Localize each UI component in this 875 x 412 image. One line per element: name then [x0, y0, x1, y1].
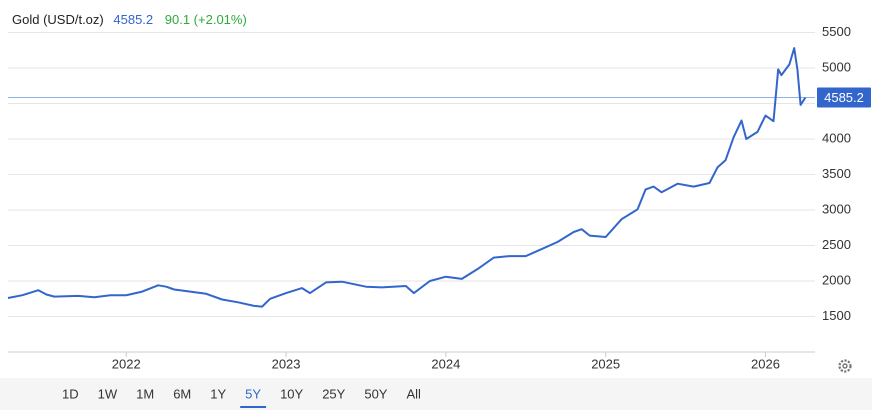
price-line: [7, 47, 807, 308]
y-tick-label: 3000: [822, 201, 851, 216]
y-tick-label: 2000: [822, 272, 851, 287]
range-button[interactable]: 50Y: [364, 386, 387, 401]
y-tick-label: 5000: [822, 59, 851, 74]
range-button[interactable]: 25Y: [322, 386, 345, 401]
settings-icon[interactable]: [838, 359, 852, 373]
price-tag-label: 4585.2: [824, 90, 864, 105]
x-tick-label: 2026: [751, 356, 780, 371]
x-tick-label: 2022: [112, 356, 141, 371]
price-tag: [817, 87, 871, 108]
range-button[interactable]: 6M: [173, 386, 191, 401]
range-button[interactable]: All: [406, 386, 421, 401]
range-button[interactable]: 1M: [136, 386, 154, 401]
y-tick-label: 4000: [822, 130, 851, 145]
x-tick-label: 2024: [431, 356, 460, 371]
toolbar-bg: [0, 378, 872, 410]
x-tick-label: 2023: [272, 356, 301, 371]
y-tick-label: 3500: [822, 166, 851, 181]
x-tick-label: 2025: [591, 356, 620, 371]
range-button[interactable]: 5Y: [245, 386, 261, 401]
header: Gold (USD/t.oz) 4585.2 90.1 (+2.01%): [12, 12, 247, 27]
range-button[interactable]: 1Y: [210, 386, 226, 401]
change: 90.1 (+2.01%): [165, 12, 247, 27]
price: 4585.2: [113, 12, 153, 27]
range-button[interactable]: 10Y: [280, 386, 303, 401]
y-tick-label: 2500: [822, 237, 851, 252]
gear-hole[interactable]: [842, 363, 848, 369]
y-tick-label: 5500: [822, 24, 851, 39]
y-tick-label: 1500: [822, 308, 851, 323]
title: Gold (USD/t.oz): [12, 12, 104, 27]
gear[interactable]: [838, 359, 852, 373]
range-button[interactable]: 1D: [62, 386, 79, 401]
range-button[interactable]: 1W: [98, 386, 118, 401]
